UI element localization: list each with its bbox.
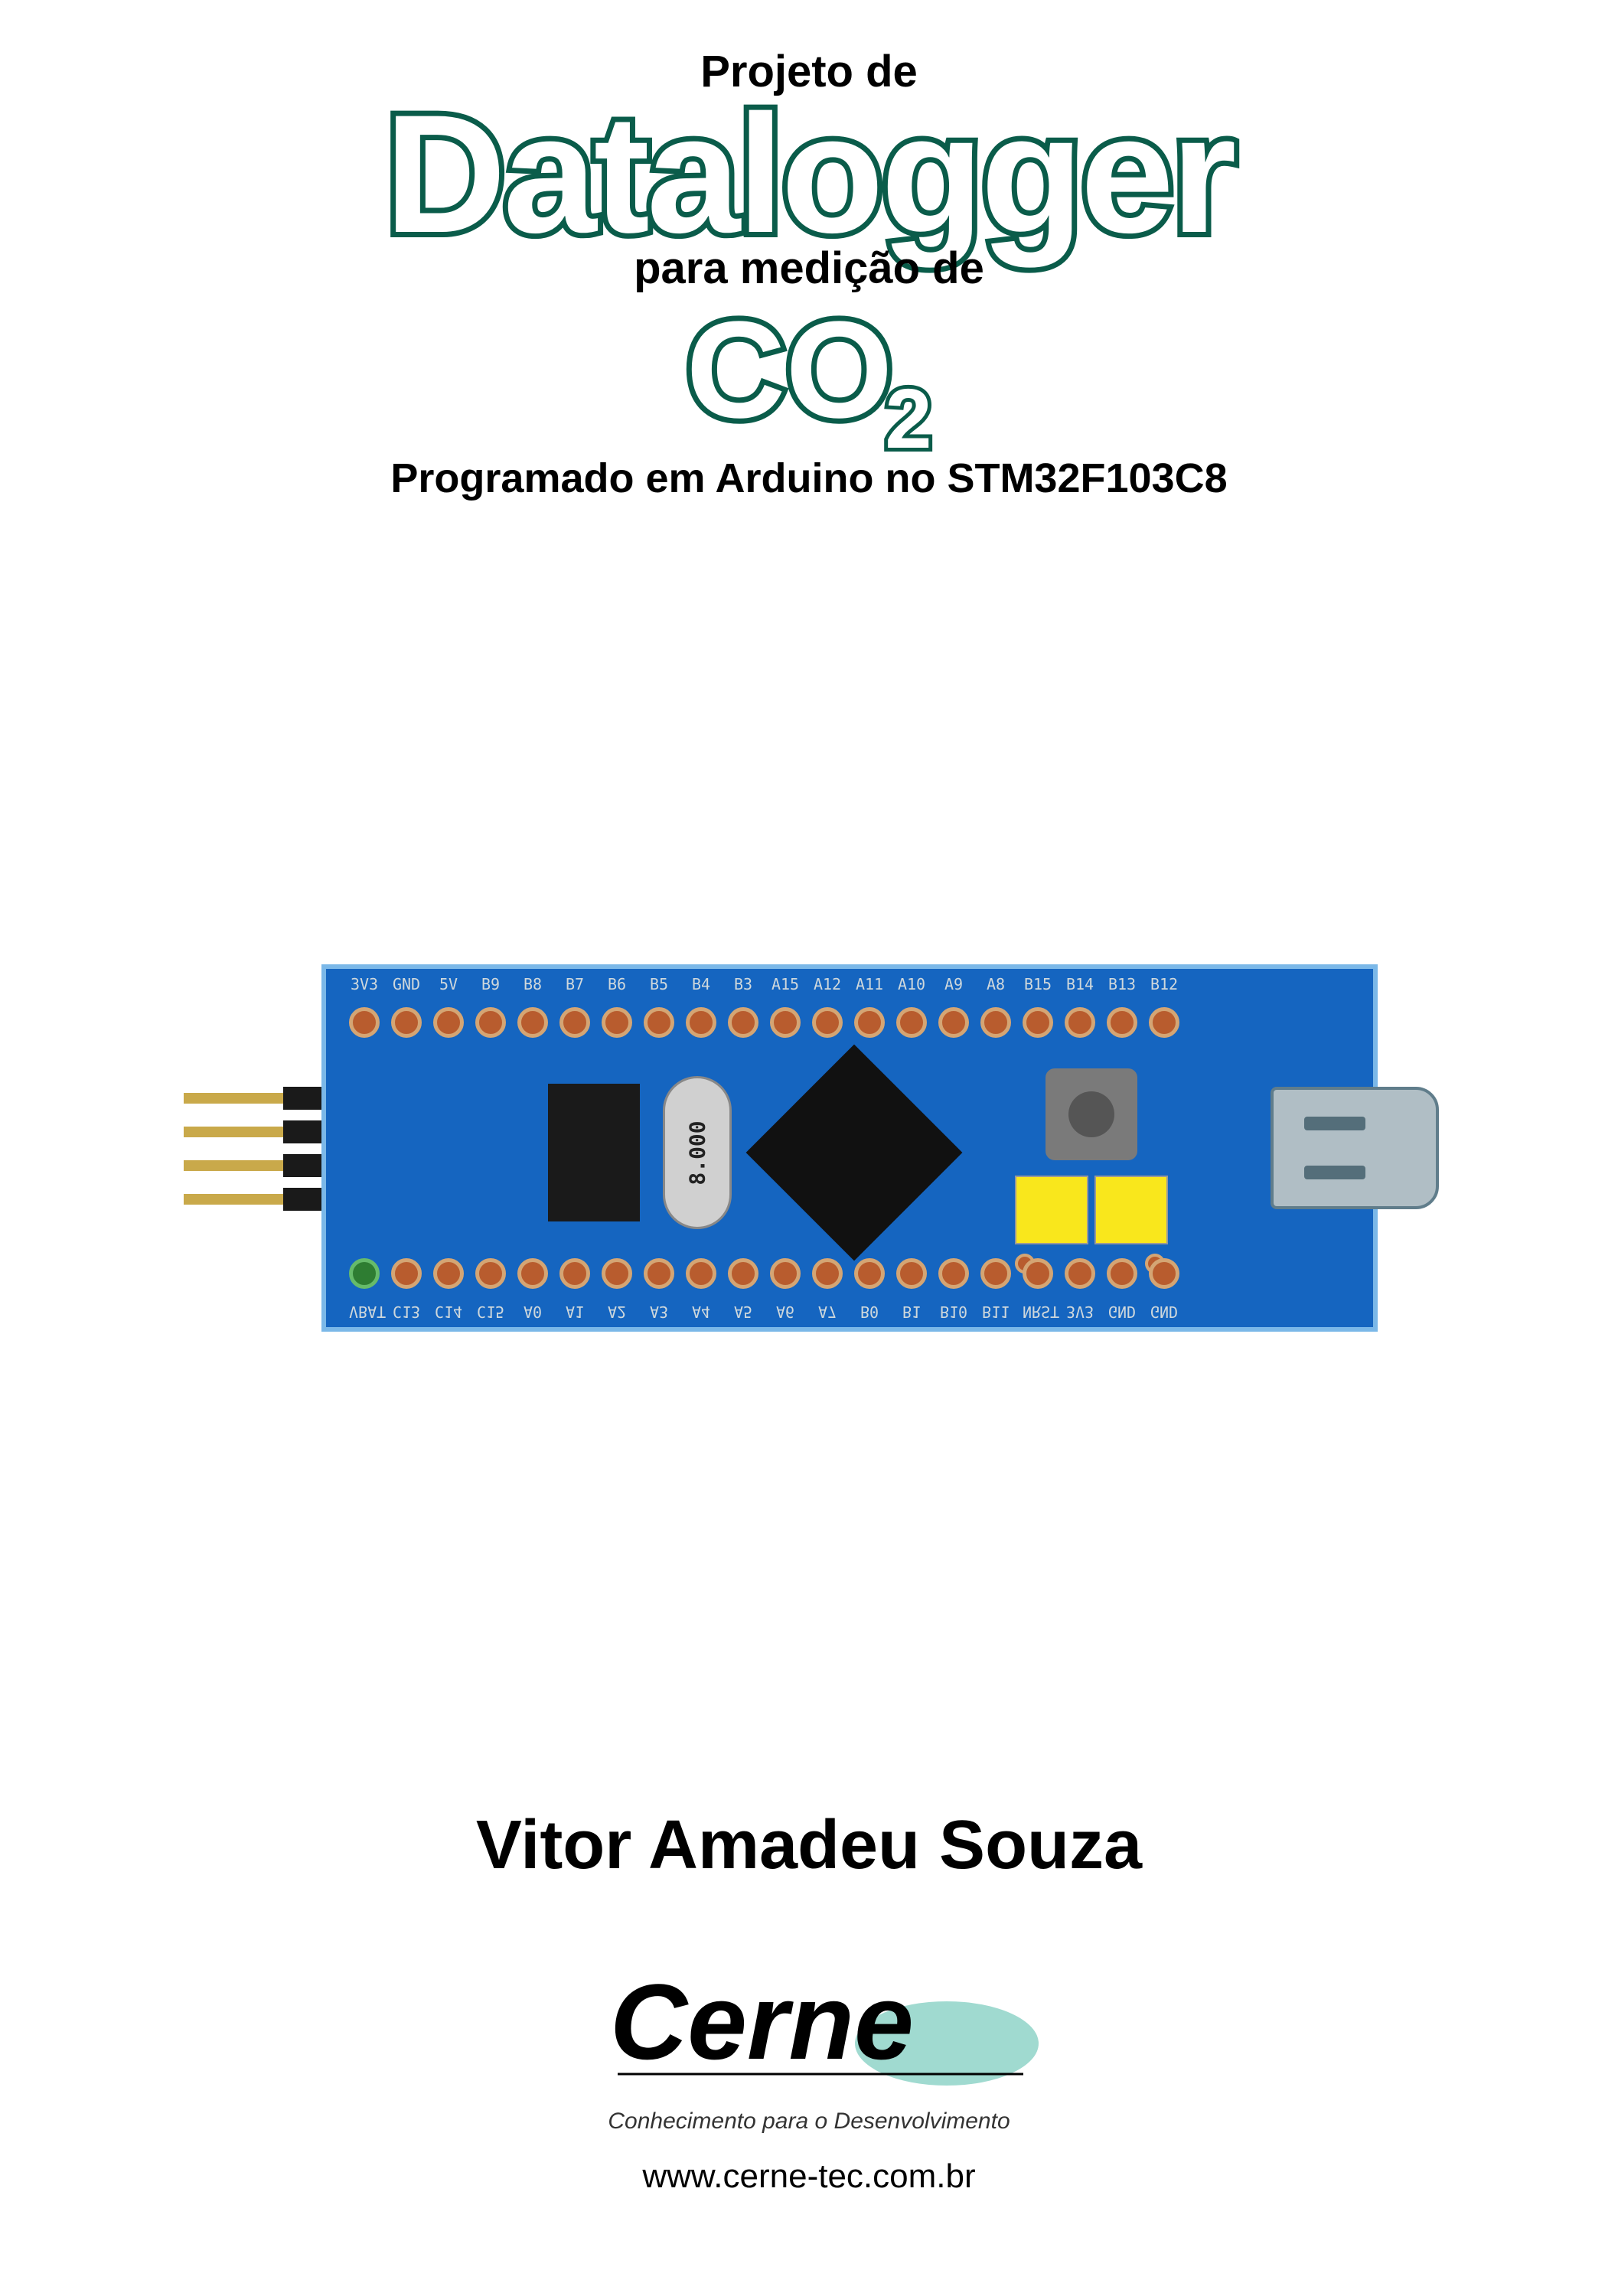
pcb: 3V3GND5VB9B8B7B6B5B4B3A15A12A11A10A9A8B1… bbox=[321, 964, 1378, 1332]
publisher-logo-block: Cerne Conhecimento para o Desenvolviment… bbox=[0, 1959, 1618, 2196]
boot-jumpers bbox=[1015, 1176, 1168, 1244]
pin-labels-top: 3V3GND5VB9B8B7B6B5B4B3A15A12A11A10A9A8B1… bbox=[349, 975, 1179, 993]
author-name: Vitor Amadeu Souza bbox=[0, 1806, 1618, 1885]
ic-block bbox=[548, 1084, 640, 1221]
logo-text: Cerne bbox=[610, 1962, 914, 2082]
title-line3: para medição de bbox=[0, 243, 1618, 294]
co2-subscript: 2 bbox=[885, 377, 931, 461]
pad-row-bottom bbox=[349, 1258, 1179, 1289]
title-co2: CO2 bbox=[0, 302, 1618, 439]
cerne-logo: Cerne bbox=[564, 1959, 1054, 2112]
pin-labels-bottom: VBATC13C14C15A0A1A2A3A4A5A6A7B0B1B10B11N… bbox=[349, 1303, 1179, 1321]
crystal-oscillator: 8.000 bbox=[663, 1076, 732, 1229]
header-pins bbox=[184, 1087, 337, 1217]
micro-usb-port bbox=[1271, 1087, 1439, 1209]
logo-tagline: Conhecimento para o Desenvolvimento bbox=[0, 2108, 1618, 2135]
mcu-chip bbox=[746, 1045, 963, 1261]
title-line5: Programado em Arduino no STM32F103C8 bbox=[0, 455, 1618, 502]
crystal-value: 8.000 bbox=[685, 1120, 710, 1185]
reset-button bbox=[1046, 1068, 1137, 1160]
pad-row-top bbox=[349, 1007, 1179, 1038]
title-big: Datalogger bbox=[384, 90, 1233, 258]
co2-main: CO bbox=[686, 302, 892, 439]
board-illustration: 3V3GND5VB9B8B7B6B5B4B3A15A12A11A10A9A8B1… bbox=[230, 964, 1393, 1332]
title-block: Projeto de Datalogger para medição de CO… bbox=[0, 46, 1618, 502]
logo-url: www.cerne-tec.com.br bbox=[0, 2157, 1618, 2196]
